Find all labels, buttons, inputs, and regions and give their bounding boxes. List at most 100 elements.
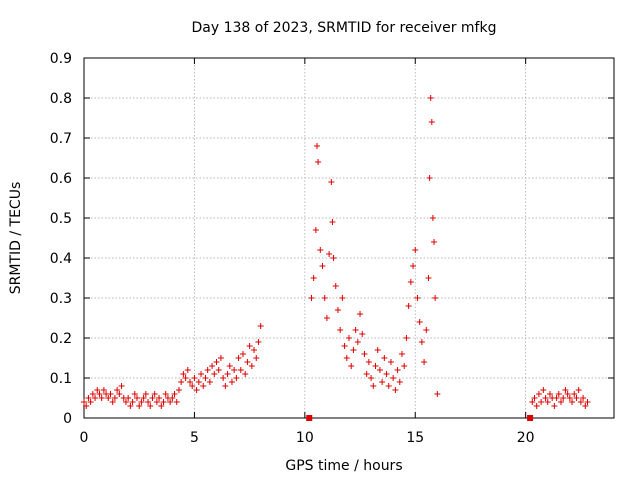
- data-point: [416, 319, 423, 325]
- data-point: [244, 359, 251, 365]
- data-point: [235, 355, 242, 361]
- y-tick-label: 0.9: [50, 51, 72, 67]
- data-point: [233, 375, 240, 381]
- data-point: [251, 347, 258, 353]
- gap-marker: [306, 415, 313, 421]
- data-point: [253, 355, 260, 361]
- points-layer: [81, 95, 591, 421]
- data-point: [209, 363, 216, 369]
- data-point: [533, 403, 540, 409]
- data-point: [111, 395, 118, 401]
- data-point: [372, 363, 379, 369]
- data-point: [551, 403, 558, 409]
- data-point: [401, 363, 408, 369]
- data-point: [149, 395, 156, 401]
- data-point: [564, 391, 571, 397]
- data-point: [555, 391, 562, 397]
- data-point: [136, 403, 143, 409]
- data-point: [195, 379, 202, 385]
- data-point: [125, 395, 132, 401]
- data-point: [426, 175, 433, 181]
- data-point: [431, 239, 438, 245]
- data-point: [151, 391, 158, 397]
- data-point: [381, 355, 388, 361]
- gap-marker: [527, 415, 534, 421]
- data-point: [312, 227, 319, 233]
- data-point: [405, 303, 412, 309]
- data-point: [206, 379, 213, 385]
- x-tick-label: 5: [190, 430, 199, 446]
- data-point: [175, 387, 182, 393]
- data-point: [354, 339, 361, 345]
- data-point: [215, 367, 222, 373]
- y-tick-label: 0.7: [50, 131, 72, 147]
- data-point: [379, 379, 386, 385]
- data-point: [584, 399, 591, 405]
- y-tick-label: 0.2: [50, 331, 72, 347]
- data-point: [145, 399, 152, 405]
- data-point: [352, 327, 359, 333]
- data-point: [224, 371, 231, 377]
- data-point: [396, 379, 403, 385]
- data-point: [560, 395, 567, 401]
- data-point: [116, 391, 123, 397]
- data-point: [571, 391, 578, 397]
- data-point: [228, 379, 235, 385]
- y-tick-label: 0.5: [50, 211, 72, 227]
- data-point: [173, 399, 180, 405]
- y-tick-label: 0.6: [50, 171, 72, 187]
- data-point: [432, 295, 439, 301]
- data-point: [122, 399, 129, 405]
- data-point: [410, 263, 417, 269]
- data-point: [153, 399, 160, 405]
- chart-title: Day 138 of 2023, SRMTID for receiver mfk…: [192, 20, 497, 36]
- data-point: [562, 387, 569, 393]
- data-point: [89, 391, 96, 397]
- data-point: [147, 403, 154, 409]
- data-point: [83, 403, 90, 409]
- data-point: [566, 395, 573, 401]
- data-point: [240, 351, 246, 357]
- data-point: [226, 363, 233, 369]
- data-point: [255, 339, 262, 345]
- data-point: [317, 247, 324, 253]
- x-tick-label: 15: [406, 430, 424, 446]
- data-point: [107, 391, 114, 397]
- data-point: [399, 351, 405, 357]
- data-point: [339, 295, 346, 301]
- data-point: [577, 399, 584, 405]
- data-point: [423, 327, 430, 333]
- data-point: [365, 359, 372, 365]
- data-point: [414, 295, 421, 301]
- data-point: [85, 395, 92, 401]
- data-point: [167, 399, 174, 405]
- data-point: [385, 383, 392, 389]
- data-point: [98, 395, 105, 401]
- data-point: [334, 307, 341, 313]
- y-tick-label: 0.1: [50, 371, 72, 387]
- data-point: [357, 311, 364, 317]
- data-point: [569, 399, 576, 405]
- x-tick-label: 20: [517, 430, 535, 446]
- data-point: [191, 375, 198, 381]
- data-point: [337, 327, 344, 333]
- data-point: [376, 367, 383, 373]
- data-point: [202, 375, 209, 381]
- data-point: [582, 403, 589, 409]
- data-point: [198, 371, 205, 377]
- data-point: [374, 347, 381, 353]
- data-point: [313, 143, 320, 149]
- data-point: [434, 391, 441, 397]
- data-point: [329, 219, 336, 225]
- data-point: [187, 379, 193, 385]
- data-point: [580, 395, 587, 401]
- y-tick-label: 0.4: [50, 251, 72, 267]
- data-point: [407, 279, 414, 285]
- y-axis-label: SRMTID / TECUs: [8, 182, 24, 295]
- data-point: [387, 359, 394, 365]
- data-point: [138, 399, 145, 405]
- data-point: [92, 395, 99, 401]
- data-point: [217, 355, 224, 361]
- data-point: [100, 387, 107, 393]
- data-point: [425, 275, 432, 281]
